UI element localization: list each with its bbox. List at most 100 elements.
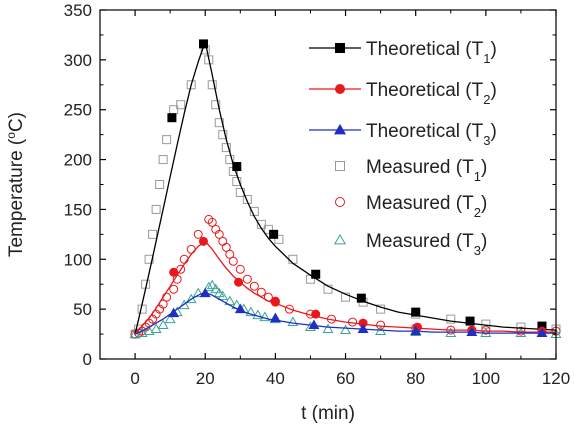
data-point xyxy=(207,217,217,227)
data-point xyxy=(249,281,259,291)
data-point xyxy=(232,177,242,187)
data-point xyxy=(186,80,196,90)
y-tick-label: 250 xyxy=(64,101,92,120)
data-point xyxy=(235,264,245,274)
data-point xyxy=(341,292,351,302)
y-axis-label-degree: o xyxy=(4,132,18,139)
series-measured-t2 xyxy=(130,214,561,339)
data-point xyxy=(203,281,215,292)
data-point xyxy=(211,100,221,110)
series-line xyxy=(134,240,556,335)
data-point xyxy=(311,309,321,319)
data-point xyxy=(225,249,235,259)
legend-marker xyxy=(335,84,345,94)
data-point xyxy=(214,229,224,239)
data-point xyxy=(192,287,204,298)
data-point xyxy=(155,180,165,189)
y-tick-label: 200 xyxy=(64,151,92,170)
legend-marker xyxy=(333,233,347,245)
data-point xyxy=(235,187,245,197)
x-tick-label: 40 xyxy=(266,369,285,388)
data-point xyxy=(323,284,333,294)
data-point xyxy=(148,229,158,239)
data-point xyxy=(242,274,252,284)
data-point xyxy=(356,293,366,303)
data-point xyxy=(210,283,222,294)
series-line xyxy=(134,291,556,335)
data-point xyxy=(221,143,231,153)
data-point xyxy=(167,113,177,123)
data-point xyxy=(232,162,242,172)
data-point xyxy=(242,194,252,204)
data-point xyxy=(288,254,298,264)
data-point xyxy=(198,236,208,246)
legend-label: Measured (T1) xyxy=(366,157,487,184)
data-point xyxy=(287,316,299,327)
data-point xyxy=(168,307,180,318)
data-point xyxy=(269,229,279,239)
data-point xyxy=(178,299,190,310)
data-point xyxy=(245,306,257,317)
series-line xyxy=(134,41,557,335)
x-axis-label: t (min) xyxy=(301,403,355,424)
data-point xyxy=(481,325,491,335)
data-point xyxy=(164,313,176,324)
legend-label: Theoretical (T2) xyxy=(366,80,497,107)
data-point xyxy=(186,244,196,254)
legend-item: Theoretical (T2) xyxy=(309,80,497,107)
data-point xyxy=(143,325,155,336)
legend-item: Measured (T1) xyxy=(335,157,487,184)
data-point xyxy=(217,290,229,301)
data-point xyxy=(357,323,369,334)
legend-item: Theoretical (T1) xyxy=(309,39,497,66)
data-point xyxy=(225,155,235,165)
data-point xyxy=(151,204,161,214)
y-tick-label: 300 xyxy=(64,51,92,70)
data-point xyxy=(516,326,526,336)
data-point xyxy=(311,269,321,279)
legend-item: Theoretical (T3) xyxy=(309,121,497,148)
data-point xyxy=(218,130,228,140)
data-point xyxy=(376,320,386,330)
y-tick-label: 100 xyxy=(64,250,92,269)
legend-item: Measured (T3) xyxy=(333,231,487,258)
y-tick-label: 50 xyxy=(73,300,92,319)
x-tick-label: 0 xyxy=(130,369,139,388)
legend-label: Theoretical (T3) xyxy=(366,121,497,148)
legend-marker xyxy=(335,197,345,207)
series-measured-t3 xyxy=(129,279,562,339)
data-point xyxy=(263,224,273,234)
data-point xyxy=(466,326,478,337)
series-layer xyxy=(129,39,562,339)
data-point xyxy=(411,307,421,317)
legend-marker xyxy=(335,161,345,171)
data-point xyxy=(157,319,169,330)
x-tick-label: 100 xyxy=(472,369,500,388)
legend-marker xyxy=(333,123,347,135)
y-axis-label-unit: C) xyxy=(6,112,27,132)
data-point xyxy=(207,80,217,90)
legend-item: Measured (T2) xyxy=(335,193,487,220)
data-point xyxy=(284,304,294,314)
data-point xyxy=(193,229,203,239)
data-point xyxy=(228,256,238,266)
data-point xyxy=(214,118,224,128)
data-point xyxy=(162,135,172,145)
data-point xyxy=(340,324,352,335)
series-theoretical-t3 xyxy=(134,287,556,338)
legend-label: Theoretical (T1) xyxy=(366,39,497,66)
legend-marker xyxy=(335,43,345,53)
series-theoretical-t2 xyxy=(134,236,556,336)
data-point xyxy=(410,325,422,336)
data-point xyxy=(259,311,271,322)
data-point xyxy=(158,155,168,165)
data-point xyxy=(176,100,186,110)
legend: Theoretical (T1) Theoretical (T2) Theoreti… xyxy=(309,39,497,258)
data-point xyxy=(465,316,475,326)
data-point xyxy=(221,242,231,252)
x-tick-label: 60 xyxy=(336,369,355,388)
y-tick-label: 0 xyxy=(83,350,92,369)
series-theoretical-t1 xyxy=(134,39,557,335)
y-tick-label: 350 xyxy=(64,1,92,20)
